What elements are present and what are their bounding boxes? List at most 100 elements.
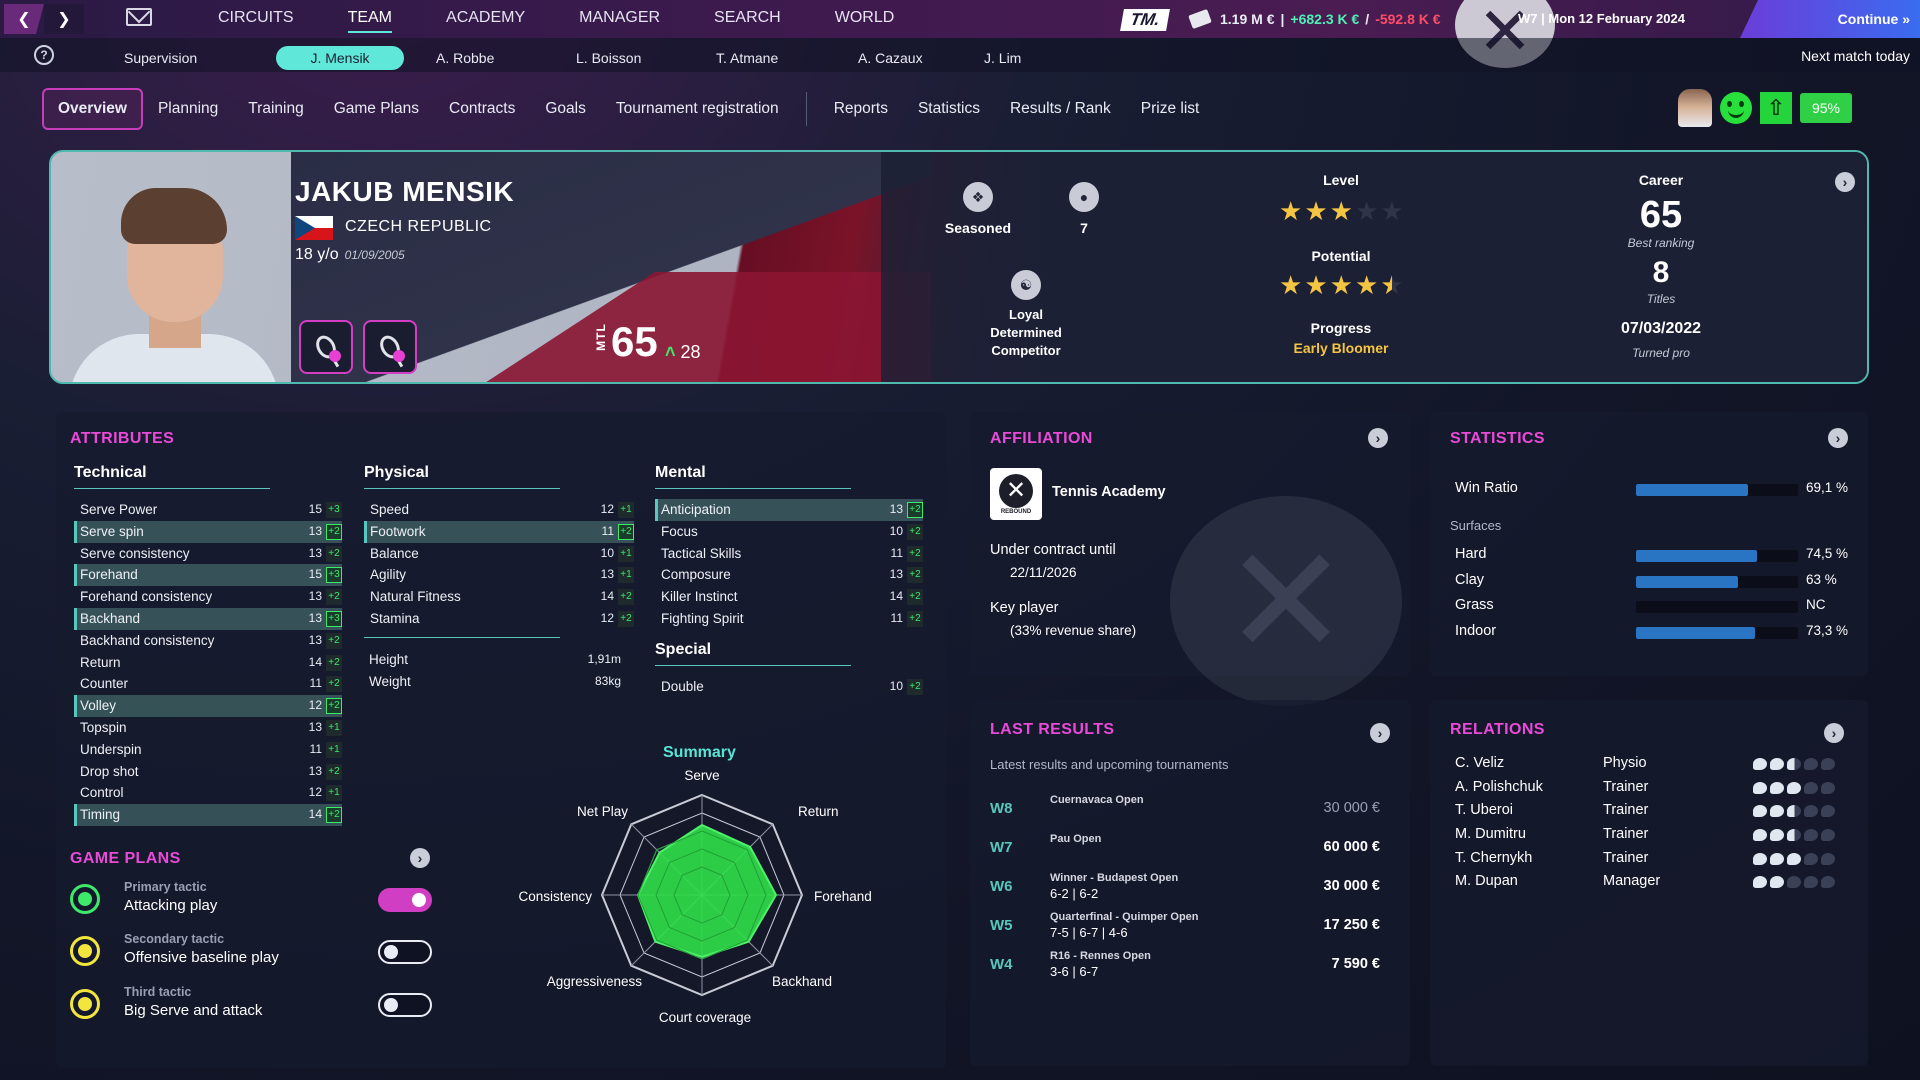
result-row[interactable]: W5 Quarterfinal - Quimper Open 7-5 | 6-7 |…: [990, 911, 1380, 945]
attribute-row[interactable]: Fighting Spirit 11 +2: [655, 608, 923, 630]
attribute-name: Focus: [661, 523, 698, 539]
result-event: Pau Open: [1050, 833, 1102, 845]
surface-value: 63 %: [1806, 572, 1837, 587]
tactic-toggle[interactable]: [378, 888, 432, 912]
attribute-row[interactable]: Return 14 +2: [74, 652, 342, 674]
surface-value: 73,3 %: [1806, 623, 1849, 638]
next-match-status: Next match today: [1801, 48, 1910, 64]
attribute-row[interactable]: Anticipation 13 +2: [655, 499, 923, 521]
attribute-row[interactable]: Tactical Skills 11 +2: [655, 543, 923, 565]
relation-row[interactable]: M. Dupan Manager: [1455, 873, 1835, 893]
tab-statistics[interactable]: Statistics: [917, 100, 980, 117]
game-plans-details-icon[interactable]: ›: [410, 848, 430, 868]
attribute-row[interactable]: Serve spin 13 +2: [74, 520, 342, 543]
relation-row[interactable]: T. Chernykh Trainer: [1455, 850, 1835, 870]
attribute-delta: +2: [907, 589, 923, 606]
tab-contracts[interactable]: Contracts: [449, 100, 516, 117]
attribute-row[interactable]: Backhand consistency 13 +2: [74, 630, 342, 652]
attribute-delta: +2: [326, 676, 342, 693]
attribute-name: Backhand: [80, 610, 141, 626]
attribute-row[interactable]: Control 12 +1: [74, 782, 342, 804]
last-results-details-icon[interactable]: ›: [1370, 723, 1390, 743]
team-member-tab[interactable]: Supervision: [124, 50, 198, 66]
attribute-row[interactable]: Counter 11 +2: [74, 673, 342, 695]
tab-results-rank[interactable]: Results / Rank: [1009, 100, 1111, 117]
attribute-row[interactable]: Stamina 12 +2: [364, 608, 634, 630]
nav-academy[interactable]: ACADEMY: [446, 9, 526, 26]
attribute-row[interactable]: Composure 13 +2: [655, 564, 923, 586]
progress-label: Progress: [1310, 320, 1372, 336]
tab-tournament-registration[interactable]: Tournament registration: [615, 100, 779, 117]
attribute-row[interactable]: Natural Fitness 14 +2: [364, 586, 634, 608]
forward-arrow-icon[interactable]: ❯: [44, 4, 84, 34]
team-member-tab[interactable]: J. Mensik: [276, 46, 404, 70]
tab-goals[interactable]: Goals: [545, 100, 586, 117]
team-member-tab[interactable]: A. Cazaux: [858, 50, 923, 66]
attribute-row[interactable]: Volley 12 +2: [74, 695, 342, 717]
mail-icon[interactable]: [126, 8, 152, 26]
statistics-details-icon[interactable]: ›: [1828, 428, 1848, 448]
result-row[interactable]: W4 R16 - Rennes Open 3-6 | 6-7 7 590 €: [990, 950, 1380, 984]
relation-role: Trainer: [1603, 779, 1649, 795]
tab-reports[interactable]: Reports: [833, 100, 888, 117]
attribute-row[interactable]: Double 10 +2: [655, 676, 923, 698]
attribute-row[interactable]: Balance 10 +1: [364, 543, 634, 565]
team-member-tab[interactable]: T. Atmane: [716, 50, 779, 66]
attribute-row[interactable]: Backhand 13 +3: [74, 607, 342, 630]
tab-training[interactable]: Training: [248, 100, 304, 117]
result-event: Cuernavaca Open: [1050, 794, 1144, 806]
nav-manager[interactable]: MANAGER: [579, 9, 661, 26]
attribute-row[interactable]: Forehand consistency 13 +2: [74, 586, 342, 608]
relation-row[interactable]: A. Polishchuk Trainer: [1455, 779, 1835, 799]
relation-dot-icon: [1770, 805, 1784, 817]
surfaces-label: Surfaces: [1450, 518, 1502, 533]
attribute-row[interactable]: Underspin 11 +1: [74, 739, 342, 761]
attribute-row[interactable]: Focus 10 +2: [655, 521, 923, 543]
nav-circuits[interactable]: CIRCUITS: [218, 9, 294, 26]
attribute-row[interactable]: Speed 12 +1: [364, 499, 634, 521]
nav-team[interactable]: TEAM: [347, 9, 393, 33]
team-member-tab[interactable]: J. Lim: [984, 50, 1022, 66]
nav-search[interactable]: SEARCH: [714, 9, 781, 26]
team-member-tab[interactable]: A. Robbe: [436, 50, 495, 66]
help-icon[interactable]: ?: [34, 45, 54, 65]
result-row[interactable]: W7 Pau Open 60 000 €: [990, 833, 1380, 867]
tactic-toggle[interactable]: [378, 993, 432, 1017]
attribute-row[interactable]: Drop shot 13 +2: [74, 761, 342, 783]
result-score: 6-2 | 6-2: [1050, 886, 1099, 901]
relation-row[interactable]: T. Uberoi Trainer: [1455, 802, 1835, 822]
tab-overview[interactable]: Overview: [42, 88, 143, 130]
relation-dot-icon: [1787, 758, 1801, 770]
affiliation-details-icon[interactable]: ›: [1368, 428, 1388, 448]
relations-details-icon[interactable]: ›: [1824, 723, 1844, 743]
relation-row[interactable]: C. Veliz Physio: [1455, 755, 1835, 775]
tab-game-plans[interactable]: Game Plans: [333, 100, 419, 117]
last-results-panel: [970, 700, 1410, 1066]
tab-prize-list[interactable]: Prize list: [1140, 100, 1200, 117]
turned-pro-date: 07/03/2022: [1620, 320, 1702, 337]
tab-planning[interactable]: Planning: [157, 100, 219, 117]
career-details-icon[interactable]: ›: [1835, 172, 1855, 192]
attribute-row[interactable]: Agility 13 +1: [364, 564, 634, 586]
result-prize: 30 000 €: [1323, 800, 1380, 816]
attribute-delta: +2: [326, 589, 342, 606]
attribute-delta: +2: [326, 807, 342, 824]
attribute-row[interactable]: Serve consistency 13 +2: [74, 543, 342, 565]
attribute-name: Footwork: [370, 523, 426, 539]
result-row[interactable]: W6 Winner - Budapest Open 6-2 | 6-2 30 000 …: [990, 872, 1380, 906]
attribute-row[interactable]: Timing 14 +2: [74, 804, 342, 826]
tactic-toggle[interactable]: [378, 940, 432, 964]
attribute-row[interactable]: Killer Instinct 14 +2: [655, 586, 923, 608]
attribute-row[interactable]: Topspin 13 +1: [74, 717, 342, 739]
attribute-row[interactable]: Forehand 15 +3: [74, 564, 342, 587]
expense: -592.8 K €: [1375, 11, 1441, 27]
attribute-delta: +2: [326, 763, 342, 780]
relation-row[interactable]: M. Dumitru Trainer: [1455, 826, 1835, 846]
team-member-tab[interactable]: L. Boisson: [576, 50, 642, 66]
attribute-row[interactable]: Serve Power 15 +3: [74, 499, 342, 521]
nav-world[interactable]: WORLD: [834, 9, 895, 26]
continue-button[interactable]: Continue »: [1740, 0, 1920, 38]
attribute-row[interactable]: Footwork 11 +2: [364, 520, 634, 543]
result-row[interactable]: W8 Cuernavaca Open 30 000 €: [990, 794, 1380, 828]
back-arrow-icon[interactable]: ❮: [4, 4, 44, 34]
